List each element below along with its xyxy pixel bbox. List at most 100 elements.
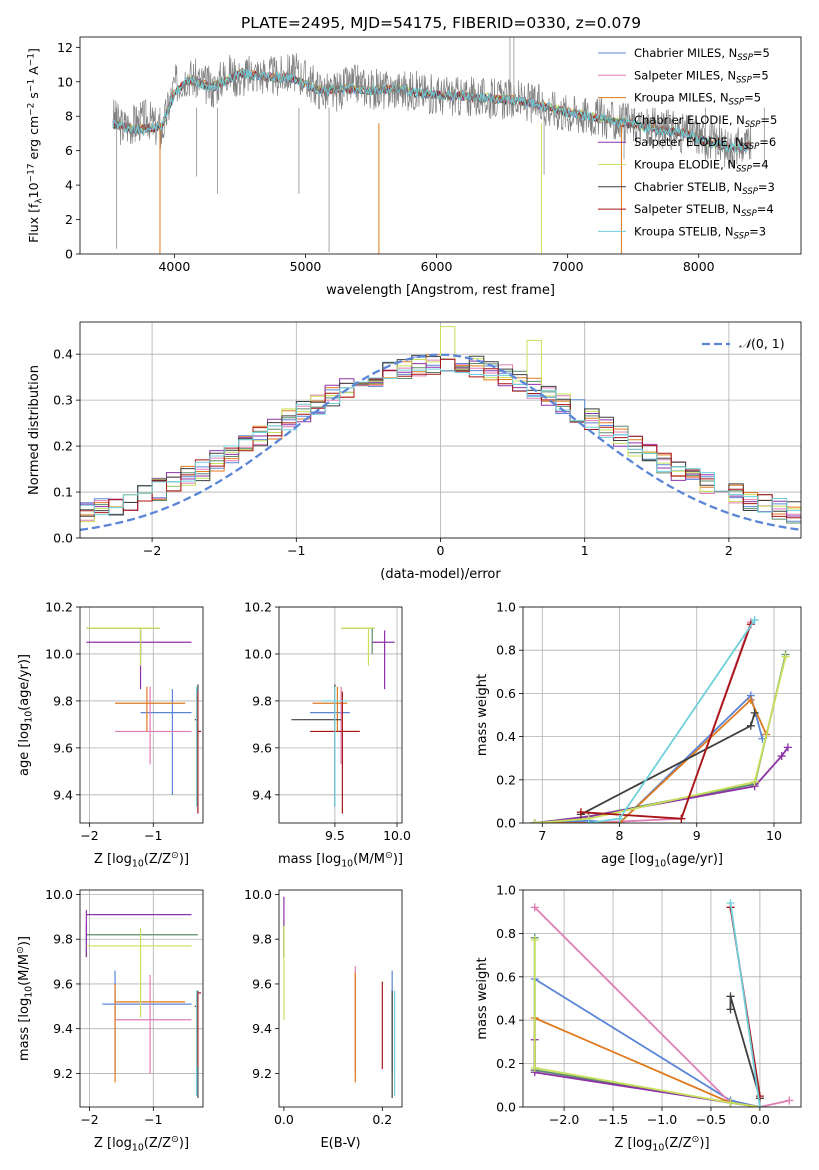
label-part: 10 (654, 859, 666, 870)
gridlines (80, 890, 203, 1107)
mass-weight-marker (530, 1063, 539, 1072)
label-part: )] (393, 852, 403, 867)
axes-mass-vs-EBV: 0.0 0.2 9.2 9.4 9.6 9.8 10.0 E(B-V) (244, 887, 403, 1151)
y-tick-label: 10 (57, 74, 73, 89)
x-tick-label: 8 (616, 828, 624, 843)
mass-vs-Z-xlabel: Z [log10(Z/Z⊙)] (94, 1134, 189, 1154)
y-tick-label: 9.8 (252, 693, 272, 708)
axes-frame (79, 36, 802, 255)
y-tick-label: 0.4 (496, 1013, 516, 1028)
chart-panels: 4000 5000 6000 7000 8000024681012wavelength … (15, 36, 802, 1154)
label-part: ⊙ (692, 1134, 700, 1145)
label-part: )] (17, 936, 32, 946)
label-part: s (26, 92, 41, 103)
x-tick-label: 0.0 (750, 1112, 770, 1127)
label-part: age [log (17, 723, 32, 776)
label-part: (age/yr)] (666, 852, 723, 867)
label-part: 10 (132, 1143, 144, 1154)
residuals-xlabel: (data-model)/error (380, 567, 501, 582)
label-part: λ (35, 198, 45, 204)
label-part: (Z/Z (144, 852, 171, 867)
x-tick-label: 0.2 (372, 1112, 392, 1127)
plot-area (291, 627, 395, 814)
label-part: )] (179, 852, 189, 867)
x-tick-label: −2 (143, 543, 161, 558)
mass-weight-line (534, 656, 787, 823)
x-tick-label: 10.0 (383, 828, 411, 843)
x-tick-label: −2 (80, 828, 98, 843)
mass-weight-marker (783, 743, 792, 752)
spectrum-ylabel: Flux [fλ10−17 erg cm−2 s−1 A−1] (26, 48, 45, 243)
mass-weight-marker (746, 721, 755, 730)
legend-entry: Kroupa MILES, NSSP=5 (634, 91, 761, 108)
y-tick-label: 0.2 (53, 439, 73, 454)
label-part: (age/yr)] (17, 654, 32, 711)
x-tick-label: −1.0 (647, 1112, 677, 1127)
label-part: −1 (26, 79, 36, 92)
x-tick-label: −0.5 (696, 1112, 726, 1127)
label-part: mass [log (17, 998, 32, 1061)
mass-weight-line (729, 902, 761, 1107)
legend-entry: Salpeter STELIB, NSSP=4 (634, 202, 774, 219)
mass-weight-marker (781, 652, 790, 661)
histogram-steps (80, 326, 801, 523)
x-tick-label: 0.0 (274, 1112, 294, 1127)
x-tick-label: 7000 (552, 259, 584, 274)
legend-n: =5 (744, 91, 761, 105)
axes-massweight-vs-Z: −2.0 −1.5 −1.0 −0.5 0.0 0.0 0.2 0.4 0.6 0.8 1.0 Z [… (475, 883, 802, 1154)
legend-model: Kroupa MILES, N (634, 91, 729, 105)
legend-sub: SSP (742, 187, 758, 197)
y-tick-label: 1.0 (496, 600, 516, 615)
y-tick-label: 0.8 (496, 926, 516, 941)
x-tick-label: 2 (725, 543, 733, 558)
y-tick-label: 0.1 (53, 485, 73, 500)
legend-sub: SSP (745, 120, 761, 130)
legend-entry: Kroupa ELODIE, NSSP=4 (634, 158, 769, 175)
y-tick-label: 0.4 (53, 347, 73, 362)
mass-weight-marker (530, 903, 539, 912)
legend-entry: Chabrier ELODIE, NSSP=5 (634, 113, 777, 130)
x-tick-label: −1 (144, 1112, 162, 1127)
mass-weight-line (534, 698, 768, 823)
x-tick-label: −2 (80, 1112, 98, 1127)
y-tick-label: 9.4 (53, 787, 73, 802)
label-part: )] (699, 1136, 709, 1151)
y-tick-label: 6 (65, 143, 73, 158)
y-tick-label: 0.0 (53, 531, 73, 546)
y-tick-label: 12 (57, 40, 73, 55)
label-part: 10 (132, 859, 144, 870)
label-part: Z [log (94, 852, 132, 867)
x-tick-label: −2.0 (549, 1112, 579, 1127)
axes-spectrum: 4000 5000 6000 7000 8000 0 2 4 6 8 10 12 wavelength … (26, 36, 802, 298)
mass-weight-marker (530, 819, 539, 823)
label-part: ⊙ (171, 1134, 179, 1145)
mass-weight-line (533, 939, 761, 1107)
mass-weight-marker (726, 899, 735, 908)
label-part: )] (179, 1136, 189, 1151)
y-tick-label: 10.0 (45, 887, 73, 902)
normal-curve (80, 353, 801, 532)
axes-frame (522, 606, 802, 824)
massweight-vs-age-xlabel: age [log10(age/yr)] (601, 852, 723, 870)
mass-weight-marker (677, 814, 686, 823)
mass-weight-marker (726, 1005, 735, 1014)
label-part: ⊙ (385, 850, 393, 861)
y-tick-label: 10.2 (244, 600, 272, 615)
legend-n: =3 (749, 224, 766, 238)
plot-area (86, 627, 202, 814)
age-vs-Z-ylabel: age [log10(age/yr)] (17, 654, 35, 776)
y-tick-label: 9.4 (53, 1021, 73, 1036)
y-tick-label: 0.2 (496, 1056, 516, 1071)
y-tick-label: 0 (65, 247, 73, 262)
y-tick-label: 0.8 (496, 643, 516, 658)
mass-weight-marker (755, 1092, 764, 1101)
y-tick-label: 0.6 (496, 969, 516, 984)
residuals-ylabel: Normed distribution (27, 365, 42, 495)
legend-entry: Salpeter MILES, NSSP=5 (634, 68, 769, 85)
legend-n: =5 (753, 46, 770, 60)
y-tick-label: 0.6 (496, 686, 516, 701)
mass-weight-marker (777, 752, 786, 761)
label-part: ⊙ (15, 946, 26, 954)
x-tick-label: 9.5 (325, 828, 345, 843)
axes-frame (79, 606, 204, 824)
